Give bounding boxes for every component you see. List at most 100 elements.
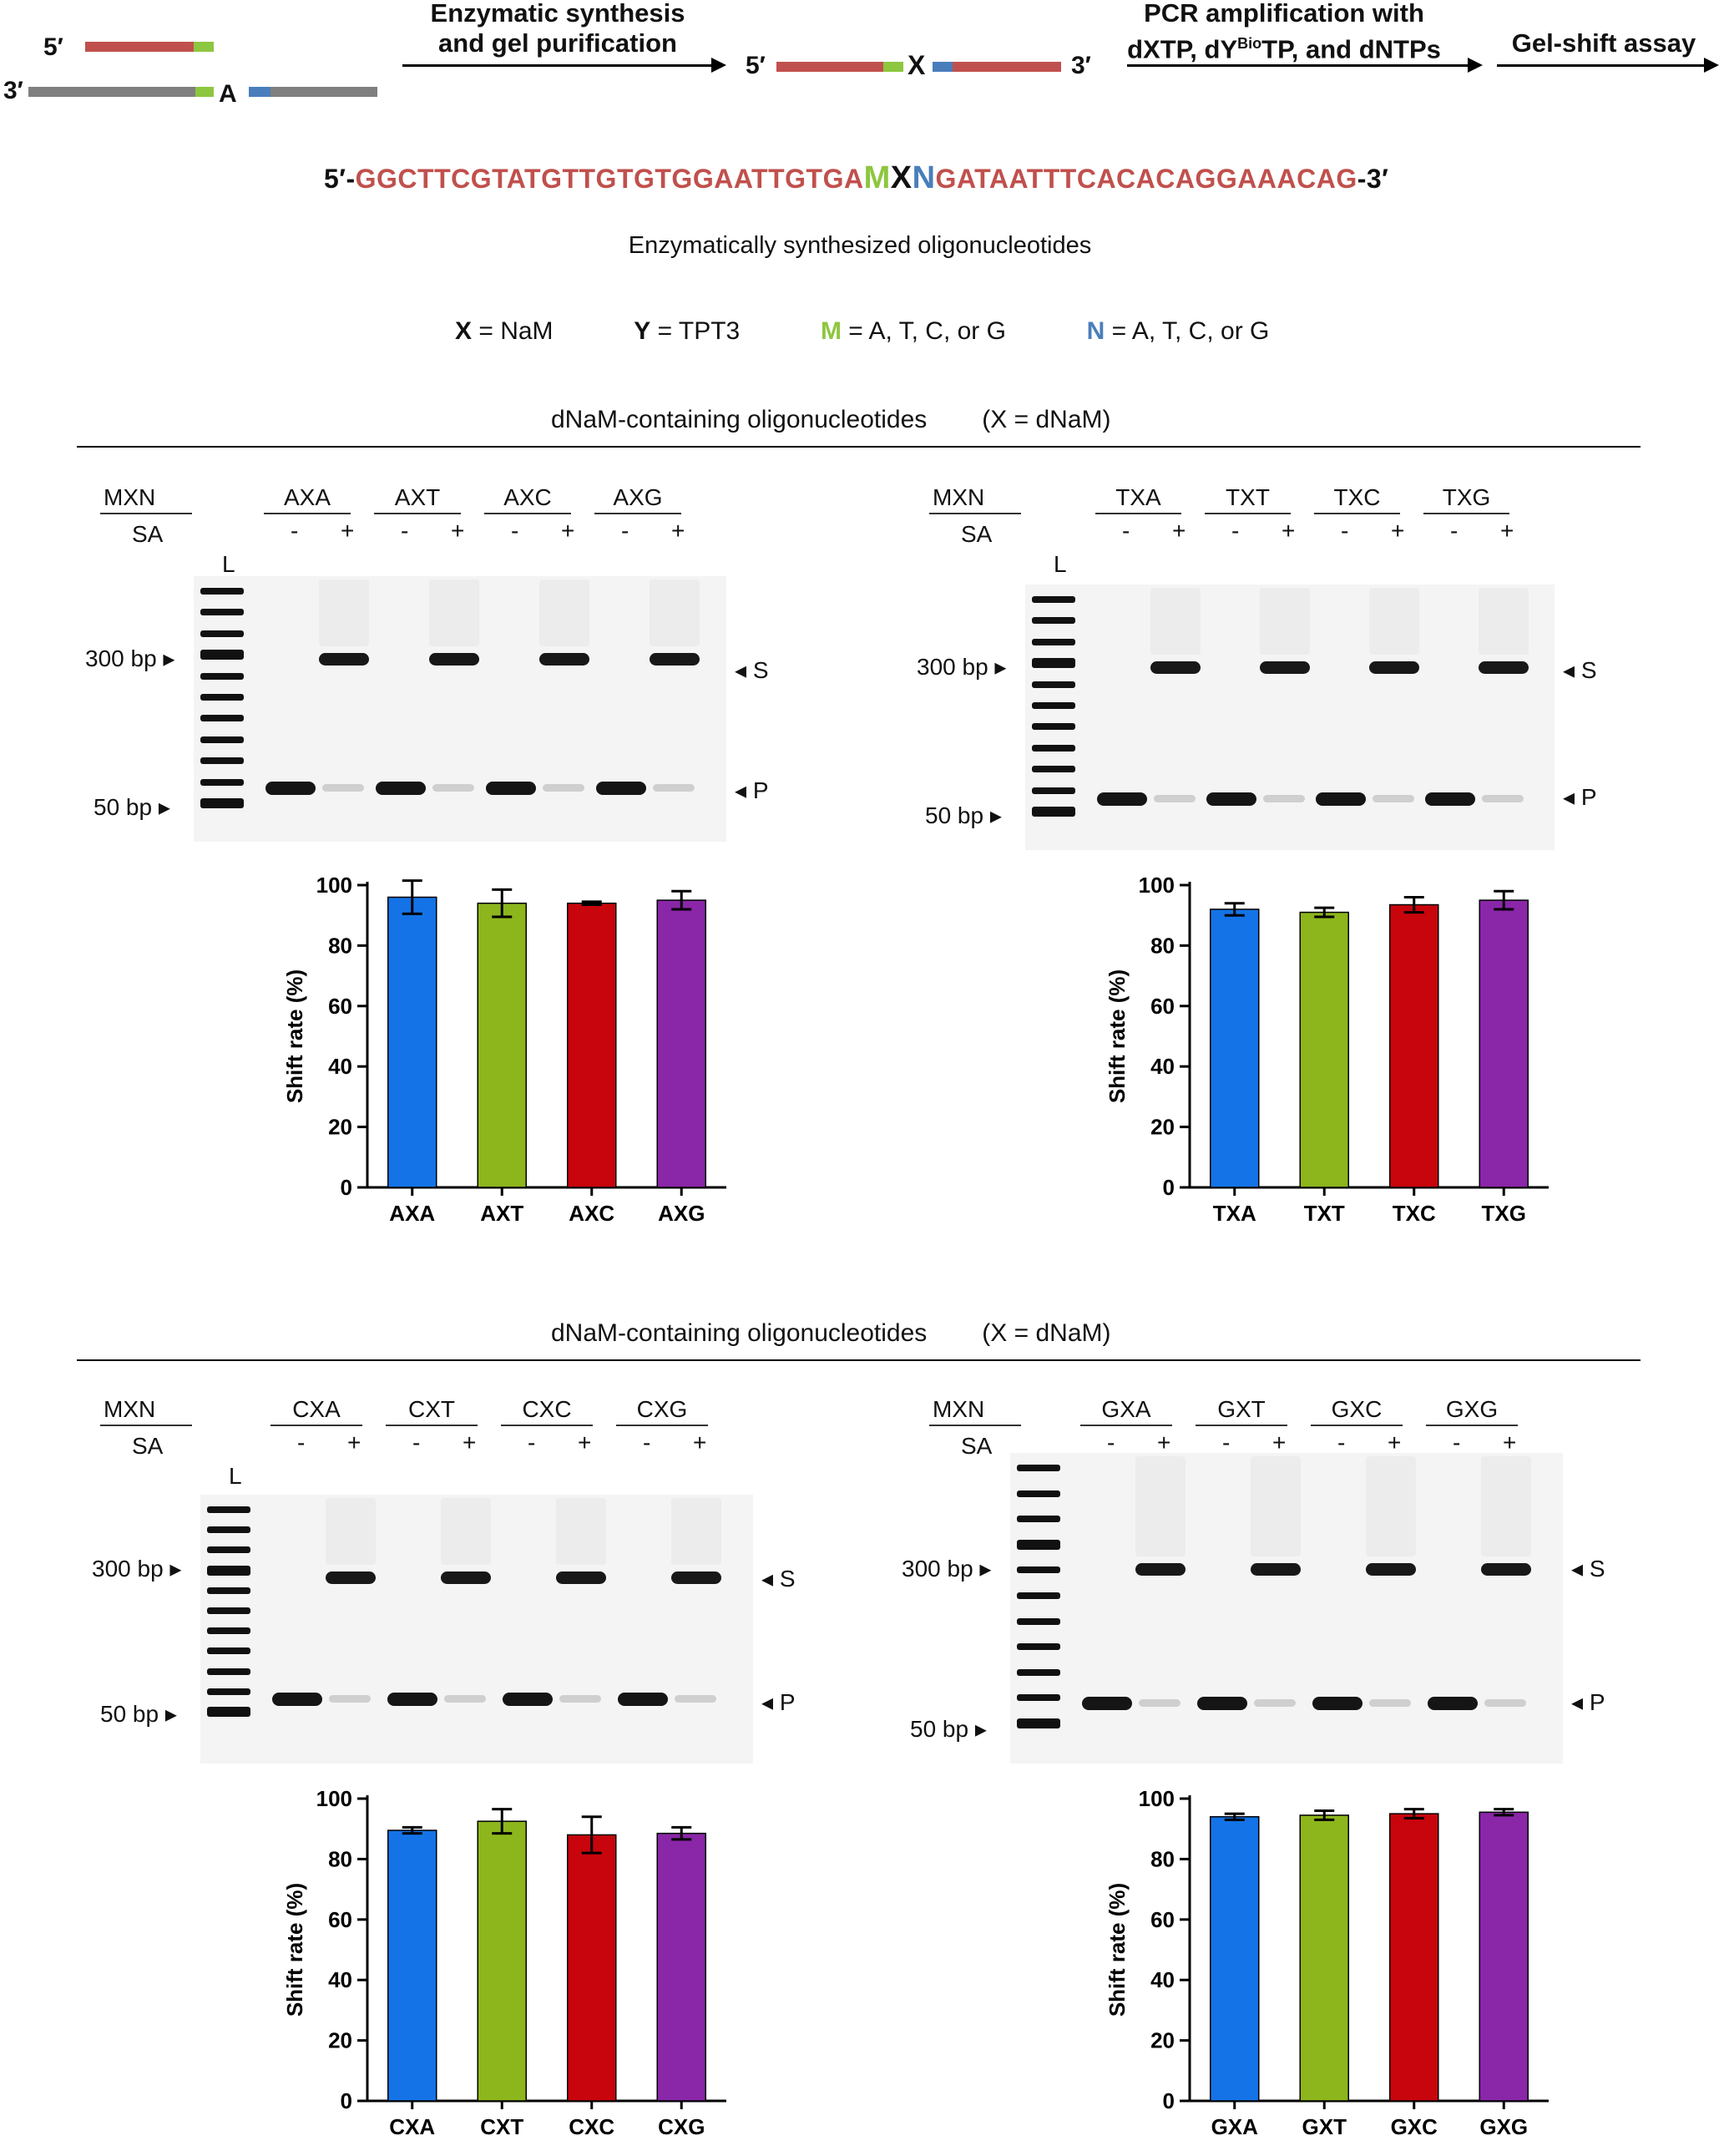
- x-tick-label: GXG: [1479, 2114, 1528, 2139]
- bp300-label: 300 bp ▸: [92, 1556, 182, 1582]
- ladder-band: [1017, 1668, 1060, 1676]
- band-smear: [1135, 1456, 1186, 1556]
- y-axis-label: Shift rate (%): [282, 1883, 307, 2017]
- shift-band-label: ◂ S: [761, 1566, 796, 1592]
- band-S-plus: [1479, 661, 1529, 674]
- sa-minus: -: [1337, 1430, 1346, 1455]
- ladder-band: [1032, 658, 1075, 669]
- band-P-minus: [1082, 1697, 1132, 1710]
- bar: [1389, 1813, 1439, 2102]
- band-smear: [650, 579, 700, 646]
- shift-rate-bar-chart: 0 20 40 60 80 100 Shift rate (%) GXA GXT GXC GXG: [1105, 1786, 1549, 2139]
- ladder-band: [1032, 638, 1075, 645]
- section-divider-1: [77, 446, 1641, 448]
- bar: [1479, 899, 1529, 1188]
- band-S-plus: [441, 1571, 491, 1584]
- sa-plus: +: [561, 518, 575, 544]
- bar: [1389, 903, 1439, 1188]
- band-P-plus-faint: [1484, 1699, 1526, 1707]
- step2-arrow-head: [1468, 58, 1483, 73]
- lane-group-label: CXG: [636, 1396, 688, 1422]
- band-P-minus: [1428, 1697, 1478, 1710]
- band-S-plus: [326, 1571, 376, 1584]
- product-X: X: [907, 50, 926, 80]
- sa-plus: +: [671, 518, 685, 544]
- mxn-label: MXN: [104, 484, 156, 510]
- lane-group-label: GXG: [1445, 1396, 1499, 1422]
- y-tick-label: 40: [1150, 1054, 1175, 1079]
- band-P-minus: [503, 1693, 553, 1706]
- band-S-plus: [429, 653, 479, 666]
- sa-plus: +: [451, 518, 465, 544]
- band-P-plus-faint: [329, 1695, 371, 1703]
- x-tick-label: AXA: [389, 1201, 435, 1226]
- ladder-band: [1032, 766, 1075, 773]
- ladder-band: [200, 798, 244, 808]
- x-tick-label: AXG: [658, 1201, 705, 1226]
- ladder-band: [207, 1707, 250, 1717]
- band-smear: [1479, 588, 1529, 655]
- lane-group-underline: [501, 1425, 593, 1426]
- ladder-band: [200, 715, 244, 722]
- ladder-band: [200, 694, 244, 701]
- sequence-N: N: [912, 160, 936, 195]
- mxn-underline: [929, 513, 1021, 514]
- bottom-strand-gray: [28, 87, 195, 97]
- y-tick-label: 100: [1139, 1786, 1175, 1811]
- band-smear: [1366, 1456, 1416, 1556]
- ladder-band: [1032, 617, 1075, 625]
- sa-minus: -: [528, 1430, 536, 1455]
- ladder-band: [207, 1627, 250, 1635]
- bar: [567, 1834, 617, 2102]
- x-tick-label: GXA: [1211, 2114, 1259, 2139]
- x-tick-label: TXG: [1482, 1201, 1526, 1226]
- bar: [1479, 1811, 1529, 2102]
- band-P-plus-faint: [559, 1695, 601, 1703]
- band-S-plus: [671, 1571, 721, 1584]
- y-tick-label: 40: [328, 1054, 352, 1079]
- sa-minus: -: [511, 518, 519, 544]
- sequence-caption: Enzymatically synthesized oligonucleotid…: [628, 232, 1092, 259]
- y-tick-label: 80: [1150, 933, 1175, 958]
- ladder-band: [1017, 1516, 1060, 1523]
- shift-rate-bar-chart: 0 20 40 60 80 100 Shift rate (%) CXA CXT CXC CXG: [282, 1786, 726, 2139]
- lane-group-underline: [374, 513, 461, 514]
- lane-group-underline: [386, 1425, 478, 1426]
- y-tick-label: 20: [328, 2028, 352, 2053]
- ladder-band: [207, 1546, 250, 1554]
- band-S-plus: [1260, 661, 1310, 674]
- sa-plus: +: [693, 1430, 707, 1455]
- lane-group-label: TXA: [1115, 484, 1161, 510]
- legend-x: X = NaM: [455, 317, 554, 345]
- bar: [656, 1832, 706, 2102]
- x-tick-label: CXC: [569, 2114, 614, 2139]
- bp50-label: 50 bp ▸: [910, 1716, 987, 1742]
- top-strand-green: [194, 42, 214, 52]
- ladder-band: [207, 1607, 250, 1614]
- sa-minus: -: [1450, 518, 1459, 544]
- band-P-minus: [1197, 1697, 1247, 1710]
- bottom-strand-gray-2: [270, 87, 377, 97]
- sa-label: SA: [132, 521, 164, 547]
- ladder-band: [207, 1647, 250, 1655]
- ladder-band: [1017, 1694, 1060, 1702]
- y-tick-label: 100: [1139, 873, 1175, 898]
- y-axis-label: Shift rate (%): [1105, 1883, 1130, 2017]
- ladder-band: [1032, 596, 1075, 603]
- top-strand-red: [85, 42, 194, 52]
- y-tick-label: 40: [1150, 1967, 1175, 1992]
- bar: [656, 899, 706, 1188]
- section-divider-2: [77, 1359, 1641, 1361]
- y-axis-label: Shift rate (%): [282, 969, 307, 1103]
- band-P-minus: [486, 782, 536, 795]
- band-smear: [1481, 1456, 1531, 1556]
- band-P-plus-faint: [543, 784, 584, 792]
- sa-label: SA: [132, 1433, 164, 1459]
- sa-minus: -: [1122, 518, 1130, 544]
- y-tick-label: 60: [1150, 1907, 1175, 1932]
- x-tick-label: CXA: [389, 2114, 435, 2139]
- y-axis-label: Shift rate (%): [1105, 969, 1130, 1103]
- ladder-band: [1032, 681, 1075, 688]
- lane-group-label: GXC: [1331, 1396, 1383, 1422]
- sa-plus: +: [1172, 518, 1186, 544]
